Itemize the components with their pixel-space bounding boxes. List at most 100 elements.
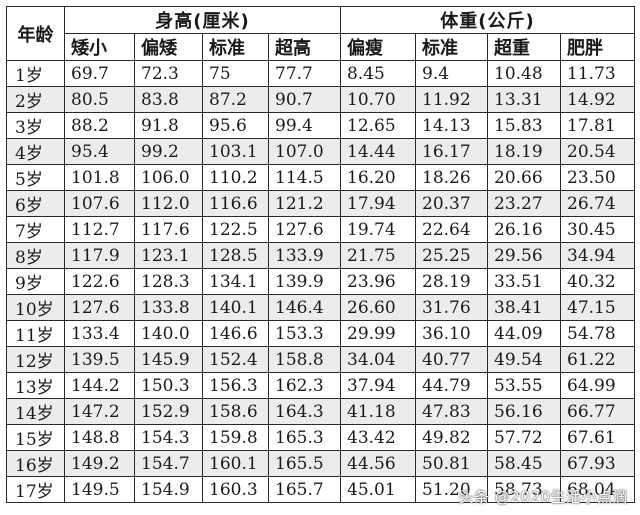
value-cell: 29.56 xyxy=(487,242,562,269)
value-cell: 44.09 xyxy=(487,320,562,347)
value-cell: 49.82 xyxy=(415,424,489,451)
value-cell: 14.44 xyxy=(340,138,417,165)
value-cell: 40.32 xyxy=(560,268,636,295)
table-row: 6岁 107.6 112.0 116.6 121.2 17.94 20.37 23.27 26.… xyxy=(6,190,636,217)
age-cell: 6岁 xyxy=(6,190,65,217)
value-cell: 77.7 xyxy=(267,60,342,87)
value-cell: 144.2 xyxy=(64,372,135,399)
table-row: 1岁 69.7 72.3 75 77.7 8.45 9.4 10.48 11.73 xyxy=(6,60,636,87)
value-cell: 107.6 xyxy=(64,190,135,217)
value-cell: 10.70 xyxy=(340,86,417,113)
value-cell: 72.3 xyxy=(134,60,203,87)
age-cell: 3岁 xyxy=(6,112,65,139)
age-cell: 9岁 xyxy=(6,268,65,295)
value-cell: 53.55 xyxy=(487,372,562,399)
value-cell: 114.5 xyxy=(267,164,342,191)
value-cell: 16.17 xyxy=(415,138,489,165)
value-cell: 91.8 xyxy=(134,112,203,139)
age-cell: 7岁 xyxy=(6,216,65,243)
value-cell: 41.18 xyxy=(340,398,417,425)
value-cell: 121.2 xyxy=(267,190,342,217)
value-cell: 75 xyxy=(202,60,269,87)
value-cell: 152.4 xyxy=(202,346,269,373)
value-cell: 14.13 xyxy=(415,112,489,139)
value-cell: 23.96 xyxy=(340,268,417,295)
value-cell: 140.0 xyxy=(134,320,203,347)
value-cell: 165.3 xyxy=(267,424,342,451)
value-cell: 11.92 xyxy=(415,86,489,113)
age-cell: 13岁 xyxy=(6,372,65,399)
value-cell: 28.19 xyxy=(415,268,489,295)
value-cell: 50.81 xyxy=(415,450,489,477)
growth-standard-table-container: 年龄 身高(厘米) 体重(公斤) 矮小 偏矮 标准 超高 偏瘦 标准 超重 肥胖… xyxy=(6,6,636,509)
value-cell: 165.5 xyxy=(267,450,342,477)
value-cell: 103.1 xyxy=(202,138,269,165)
value-cell: 69.7 xyxy=(64,60,135,87)
age-cell: 16岁 xyxy=(6,450,65,477)
value-cell: 15.83 xyxy=(487,112,562,139)
value-cell: 22.64 xyxy=(415,216,489,243)
value-cell: 139.9 xyxy=(267,268,342,295)
weight-col-header: 肥胖 xyxy=(560,33,636,61)
table-row: 9岁 122.6 128.3 134.1 139.9 23.96 28.19 33.51 40.… xyxy=(6,268,636,295)
value-cell: 36.10 xyxy=(415,320,489,347)
header-row-columns: 矮小 偏矮 标准 超高 偏瘦 标准 超重 肥胖 xyxy=(7,33,636,61)
table-row: 15岁 148.8 154.3 159.8 165.3 43.42 49.82 57.72 67… xyxy=(6,424,636,451)
value-cell: 54.78 xyxy=(560,320,636,347)
value-cell: 25.25 xyxy=(415,242,489,269)
value-cell: 106.0 xyxy=(134,164,203,191)
value-cell: 88.2 xyxy=(64,112,135,139)
weight-group-header: 体重(公斤) xyxy=(340,6,636,34)
age-cell: 15岁 xyxy=(6,424,65,451)
table-row: 17岁 149.5 154.9 160.3 165.7 45.01 51.20 58.73 68… xyxy=(6,476,636,503)
age-cell: 12岁 xyxy=(6,346,65,373)
height-col-header: 标准 xyxy=(202,33,269,61)
value-cell: 146.4 xyxy=(267,294,342,321)
value-cell: 117.6 xyxy=(134,216,203,243)
value-cell: 10.48 xyxy=(487,60,562,87)
value-cell: 44.79 xyxy=(415,372,489,399)
age-cell: 8岁 xyxy=(6,242,65,269)
value-cell: 68.04 xyxy=(560,476,636,503)
value-cell: 95.4 xyxy=(64,138,135,165)
value-cell: 133.9 xyxy=(267,242,342,269)
value-cell: 34.04 xyxy=(340,346,417,373)
value-cell: 110.2 xyxy=(202,164,269,191)
value-cell: 57.72 xyxy=(487,424,562,451)
value-cell: 43.42 xyxy=(340,424,417,451)
value-cell: 17.94 xyxy=(340,190,417,217)
value-cell: 90.7 xyxy=(267,86,342,113)
growth-standard-table: 年龄 身高(厘米) 体重(公斤) 矮小 偏矮 标准 超高 偏瘦 标准 超重 肥胖… xyxy=(6,6,636,503)
value-cell: 26.16 xyxy=(487,216,562,243)
table-row: 2岁 80.5 83.8 87.2 90.7 10.70 11.92 13.31 14.92 xyxy=(6,86,636,113)
value-cell: 160.3 xyxy=(202,476,269,503)
value-cell: 37.94 xyxy=(340,372,417,399)
value-cell: 31.76 xyxy=(415,294,489,321)
value-cell: 148.8 xyxy=(64,424,135,451)
value-cell: 107.0 xyxy=(267,138,342,165)
value-cell: 99.2 xyxy=(134,138,203,165)
value-cell: 122.6 xyxy=(64,268,135,295)
table-row: 14岁 147.2 152.9 158.6 164.3 41.18 47.83 56.16 66… xyxy=(6,398,636,425)
value-cell: 165.7 xyxy=(267,476,342,503)
value-cell: 164.3 xyxy=(267,398,342,425)
value-cell: 18.26 xyxy=(415,164,489,191)
value-cell: 127.6 xyxy=(64,294,135,321)
value-cell: 20.37 xyxy=(415,190,489,217)
value-cell: 128.3 xyxy=(134,268,203,295)
value-cell: 158.8 xyxy=(267,346,342,373)
value-cell: 145.9 xyxy=(134,346,203,373)
height-group-header: 身高(厘米) xyxy=(63,6,342,34)
value-cell: 133.4 xyxy=(64,320,135,347)
value-cell: 99.4 xyxy=(267,112,342,139)
value-cell: 20.66 xyxy=(487,164,562,191)
table-row: 8岁 117.9 123.1 128.5 133.9 21.75 25.25 29.56 34.… xyxy=(6,242,636,269)
age-cell: 4岁 xyxy=(6,138,65,165)
value-cell: 23.50 xyxy=(560,164,636,191)
table-row: 13岁 144.2 150.3 156.3 162.3 37.94 44.79 53.55 64… xyxy=(6,372,636,399)
value-cell: 26.74 xyxy=(560,190,636,217)
age-cell: 10岁 xyxy=(6,294,65,321)
table-row: 3岁 88.2 91.8 95.6 99.4 12.65 14.13 15.83 17.81 xyxy=(6,112,636,139)
value-cell: 9.4 xyxy=(415,60,489,87)
value-cell: 51.20 xyxy=(415,476,489,503)
